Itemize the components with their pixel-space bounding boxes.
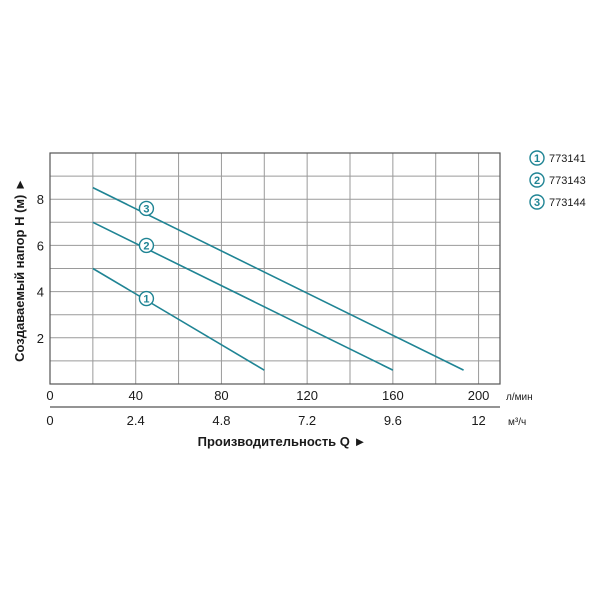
legend-marker-773144 [529, 194, 545, 210]
x-tick-label: 120 [296, 388, 318, 403]
x-tick-label: 200 [468, 388, 490, 403]
legend: 1 773141 2 773143 3 773144 [529, 150, 586, 210]
x-axis-unit: л/мин [506, 392, 533, 403]
y-tick-label: 6 [37, 238, 44, 253]
legend-entry-773141: 773141 [549, 153, 586, 165]
series-marker-label: 2 [143, 240, 149, 252]
y-tick-label: 2 [37, 331, 44, 346]
x-tick-label: 160 [382, 388, 404, 403]
series-line-773141 [92, 267, 265, 371]
x2-axis-unit: м³/ч [508, 417, 526, 428]
series-layer: 1 2 3 [92, 186, 464, 371]
plot-area-border [49, 152, 501, 385]
x2-tick-label: 0 [46, 413, 53, 428]
x-tick-label: 80 [214, 388, 228, 403]
series-marker-773144 [138, 200, 155, 217]
legend-entry-773144: 773144 [549, 197, 586, 209]
x-tick-label: 0 [46, 388, 53, 403]
y-tick-label: 4 [37, 285, 44, 300]
series-marker-label: 3 [143, 203, 149, 215]
legend-marker-773141 [529, 150, 545, 166]
y-axis-title: Создаваемый напор H (м) ► [12, 178, 27, 362]
series-marker-773141 [138, 290, 155, 307]
x2-tick-label: 12 [471, 413, 485, 428]
x-axis-title: Производительность Q ► [198, 434, 367, 449]
legend-entry-773143: 773143 [549, 175, 586, 187]
series-marker-773143 [138, 237, 155, 254]
x-tick-label: 40 [128, 388, 142, 403]
legend-marker-773143 [529, 172, 545, 188]
legend-marker-label: 1 [534, 153, 540, 165]
series-line-773143 [92, 221, 394, 371]
x2-tick-label: 4.8 [212, 413, 230, 428]
legend-marker-label: 3 [534, 197, 540, 209]
y-tick-label: 8 [37, 192, 44, 207]
plot-frame [49, 152, 501, 408]
x2-tick-label: 9.6 [384, 413, 402, 428]
grid-layer [50, 153, 500, 384]
x2-tick-label: 2.4 [127, 413, 145, 428]
x2-tick-label: 7.2 [298, 413, 316, 428]
series-marker-label: 1 [143, 294, 149, 306]
legend-marker-label: 2 [534, 175, 540, 187]
series-line-773144 [92, 186, 464, 371]
